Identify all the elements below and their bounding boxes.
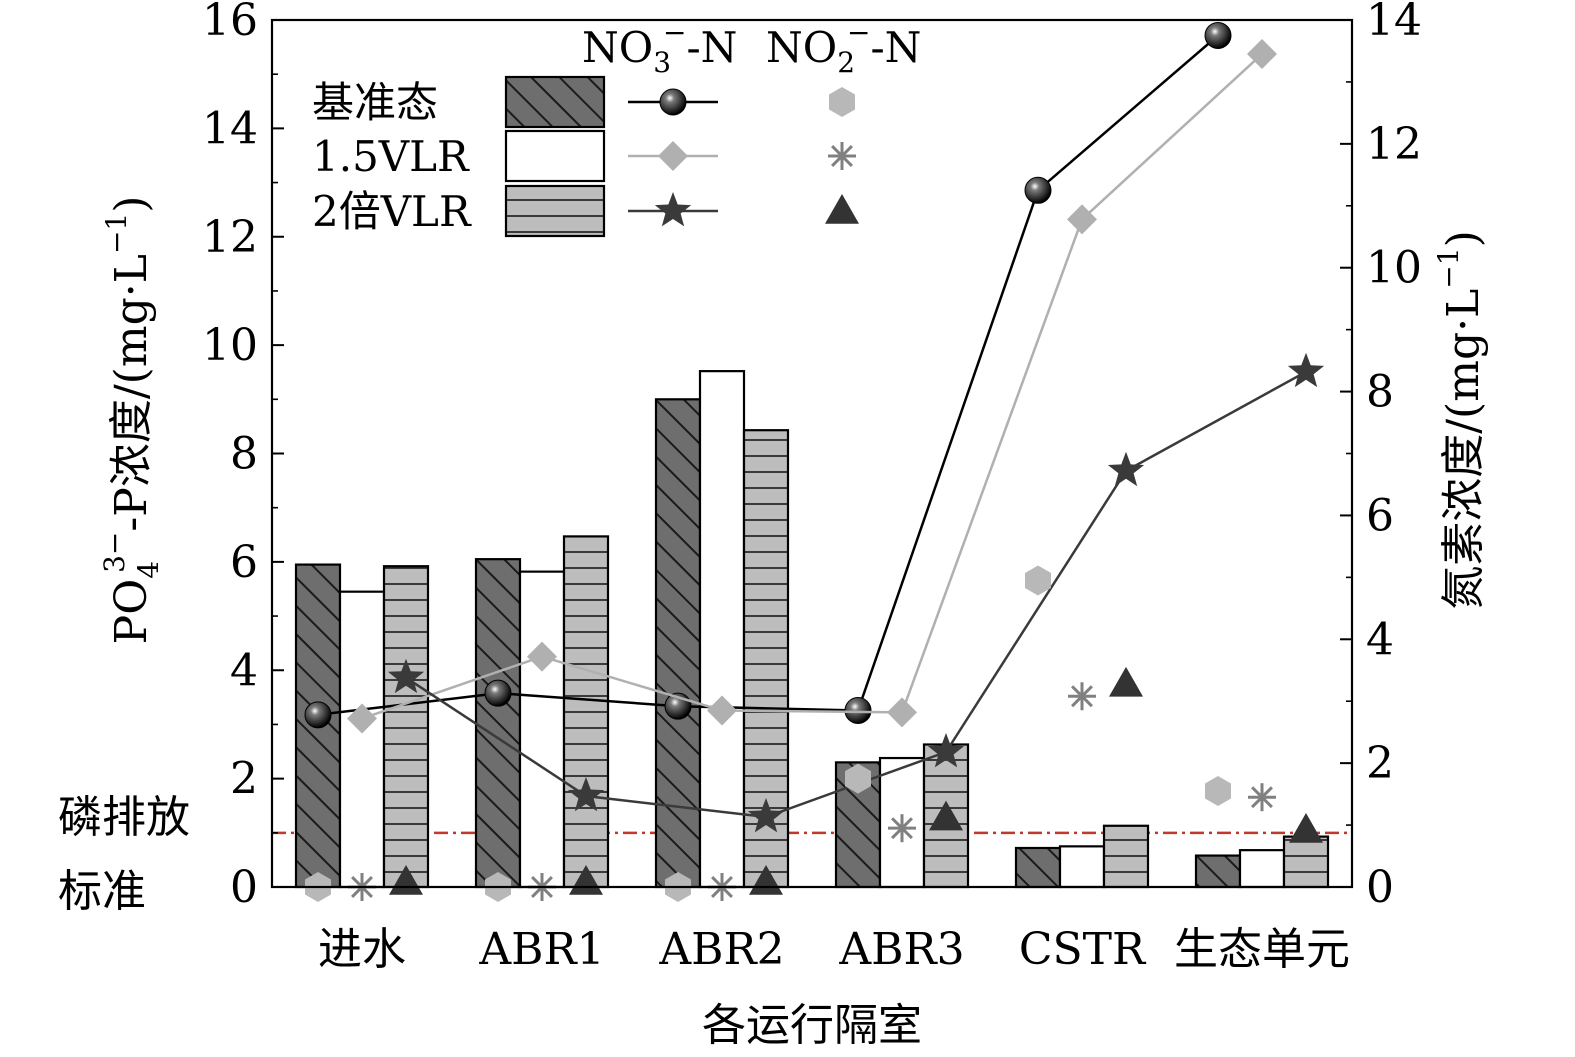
- right-tick-label-4: 4: [1366, 614, 1394, 665]
- no3-point-1-0: [347, 703, 377, 734]
- no3-point-1-5: [1247, 39, 1277, 70]
- category-label-5: 生态单元: [1174, 924, 1350, 975]
- right-tick-label-8: 8: [1366, 367, 1394, 418]
- right-tick-label-2: 2: [1366, 738, 1394, 789]
- no3-line-0: [317, 34, 1219, 717]
- legend-bar-swatch-0: [504, 75, 606, 129]
- bar-2-1: [562, 535, 610, 889]
- no3-point-0-1: [484, 679, 512, 707]
- x-axis-title: 各运行隔室: [702, 1000, 922, 1051]
- category-label-3: ABR3: [838, 924, 964, 975]
- bar-series-group: [294, 370, 1330, 889]
- right-tick-label-12: 12: [1366, 119, 1422, 170]
- no3-point-0-0: [304, 701, 332, 729]
- legend-label-0: 基准态: [312, 78, 438, 127]
- category-label-1: ABR1: [478, 924, 604, 975]
- no3-point-2-0: [387, 658, 425, 694]
- bar-0-1: [474, 558, 522, 889]
- right-tick-label-10: 10: [1366, 243, 1422, 294]
- no3-point-2-3: [927, 733, 965, 768]
- no3-point-0-5: [1204, 21, 1232, 49]
- legend-label-2: 2倍VLR: [312, 187, 472, 236]
- no3-point-2-1: [567, 777, 605, 812]
- bar-2-4: [1102, 824, 1150, 889]
- category-label-4: CSTR: [1019, 924, 1147, 975]
- bar-0-5: [1194, 854, 1242, 889]
- no3-point-0-4: [1024, 176, 1052, 204]
- no3-point-1-2: [707, 695, 737, 726]
- no3-point-1-4: [1067, 204, 1097, 235]
- bar-0-2: [654, 398, 702, 889]
- reference-label-line2: 标准: [58, 866, 146, 917]
- no2-point-1-3: [888, 814, 916, 843]
- reference-label-line1: 磷排放: [58, 792, 190, 843]
- no2-point-0-5: [1205, 776, 1231, 806]
- legend-header-no3: NO3−-N: [582, 16, 737, 79]
- no2-point-2-3: [929, 800, 963, 831]
- no3-point-1-1: [527, 641, 557, 672]
- bar-1-0: [338, 590, 386, 889]
- left-tick-label-14: 14: [202, 103, 258, 154]
- left-tick-label-10: 10: [202, 320, 258, 371]
- right-y-axis-title: 氮素浓度/(mg·L−1): [1432, 230, 1489, 610]
- left-tick-label-4: 4: [230, 645, 258, 696]
- legend-no3-marker-0: [659, 88, 687, 116]
- left-tick-label-0: 0: [230, 862, 258, 913]
- no2-marker-group: [305, 565, 1323, 902]
- right-tick-label-6: 6: [1366, 490, 1394, 541]
- left-tick-label-6: 6: [230, 537, 258, 588]
- no3-line-1: [361, 53, 1263, 720]
- category-label-0: 进水: [318, 924, 406, 975]
- bar-1-4: [1058, 845, 1106, 889]
- no2-point-2-5: [1289, 813, 1323, 843]
- no2-point-0-4: [1025, 565, 1051, 596]
- bar-0-4: [1014, 846, 1062, 889]
- left-y-axis-title: PO43−-P浓度/(mg·L−1): [98, 196, 165, 645]
- no3-point-2-5: [1287, 352, 1325, 388]
- legend-no2-marker-2: [825, 194, 859, 224]
- left-tick-label-16: 16: [202, 0, 258, 46]
- no3-point-1-3: [887, 697, 917, 728]
- legend: NO3−-N NO2−-N 基准态 1.5VLR 2倍VLR: [312, 16, 921, 238]
- no2-point-2-4: [1109, 666, 1143, 697]
- left-tick-label-2: 2: [230, 754, 258, 805]
- bar-2-0: [382, 565, 430, 889]
- no2-point-1-5: [1248, 783, 1276, 812]
- legend-no3-marker-1: [658, 141, 688, 171]
- right-tick-label-0: 0: [1366, 862, 1394, 913]
- line-series-group: [304, 21, 1325, 833]
- bar-2-5: [1282, 835, 1330, 889]
- legend-bar-swatch-1: [504, 129, 606, 183]
- no2-point-1-4: [1068, 682, 1096, 711]
- legend-no2-marker-1: [828, 142, 856, 170]
- no3-point-0-3: [844, 697, 872, 725]
- no3-point-2-2: [747, 798, 785, 833]
- left-tick-label-8: 8: [230, 429, 258, 480]
- legend-no2-marker-0: [829, 87, 855, 117]
- right-tick-label-14: 14: [1366, 0, 1422, 46]
- axes-group: 0 2 4 6 8 10 12 14 16 0 2 4 6 8 10 12 14 进水 ABR1 ABR2 ABR3 CS…: [58, 0, 1489, 1051]
- no3-point-2-4: [1107, 451, 1145, 487]
- bar-1-5: [1238, 849, 1286, 889]
- legend-bar-swatch-2: [504, 184, 606, 238]
- legend-no3-marker-2: [654, 192, 692, 227]
- left-tick-label-12: 12: [202, 212, 258, 263]
- legend-header-no2: NO2−-N: [766, 16, 921, 79]
- category-label-2: ABR2: [658, 924, 784, 975]
- bar-1-1: [518, 570, 566, 889]
- legend-label-1: 1.5VLR: [312, 132, 470, 181]
- no2-point-0-3: [845, 763, 871, 794]
